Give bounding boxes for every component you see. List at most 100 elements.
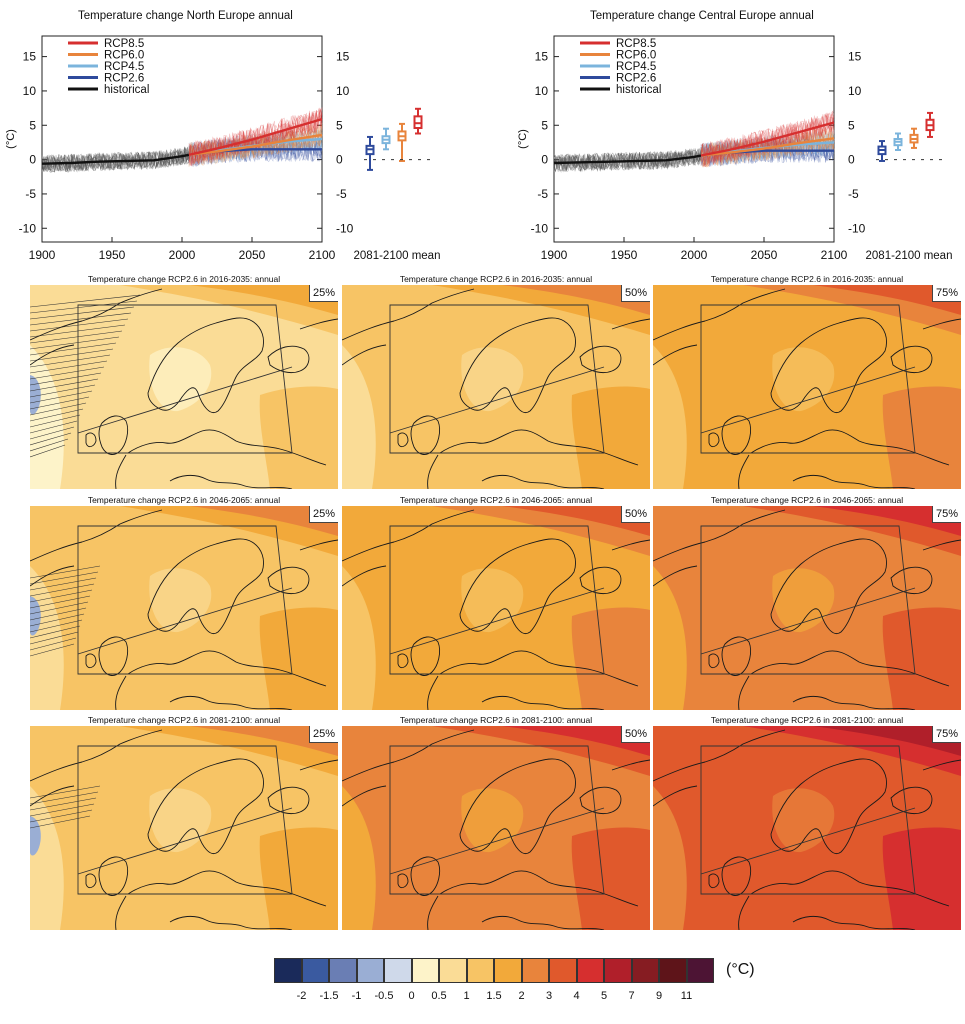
map-light-patch <box>772 788 835 853</box>
region-divider <box>77 807 293 875</box>
region-divider <box>77 366 293 434</box>
map-hatching <box>30 785 101 829</box>
y-tick-label: 5 <box>336 118 343 132</box>
map-warmer-region <box>502 285 650 315</box>
legend-label: RCP2.6 <box>616 73 656 85</box>
map-east-region <box>259 607 338 710</box>
coastline <box>611 539 650 551</box>
legend-label: historical <box>616 84 661 96</box>
temperature-map <box>30 506 338 710</box>
ensemble-member <box>700 138 835 166</box>
map-warmer-region <box>813 726 961 756</box>
coastline <box>792 915 916 930</box>
temperature-map <box>653 285 961 489</box>
map-panel: Temperature change RCP2.6 in 2046-2065: … <box>30 495 338 710</box>
map-hatching <box>30 565 101 657</box>
hatch-line <box>30 613 85 627</box>
coastline <box>410 636 441 676</box>
ensemble-member <box>188 122 323 165</box>
colorbar-cell <box>301 958 329 983</box>
hatch-line <box>30 815 91 829</box>
coastline <box>439 650 639 687</box>
coastline <box>481 474 605 489</box>
ensemble-member <box>188 109 323 167</box>
colorbar-tick-label: 1.5 <box>486 990 502 1002</box>
y-tick-label: 15 <box>23 50 37 64</box>
map-panel: Temperature change RCP2.6 in 2081-2100: … <box>30 715 338 930</box>
hatch-line <box>30 809 93 823</box>
coastline <box>439 870 639 907</box>
coastline <box>115 895 127 930</box>
coastline <box>738 895 750 930</box>
legend-label: RCP8.5 <box>616 38 656 50</box>
percentile-label: 25% <box>308 285 338 302</box>
region-divider <box>389 807 605 875</box>
coastlines <box>30 288 338 489</box>
x-tick-label: 2100 <box>821 248 848 262</box>
colorbar-tick-label: 4 <box>573 990 580 1002</box>
hatch-line <box>30 390 93 404</box>
coastline <box>750 650 950 687</box>
x-tick-label: 1950 <box>611 248 638 262</box>
legend-label: RCP2.6 <box>104 73 144 85</box>
y-tick-label: -5 <box>848 187 859 201</box>
y-tick-label: 5 <box>29 118 36 132</box>
map-title: Temperature change RCP2.6 in 2016-2035: … <box>87 274 281 284</box>
coastline <box>98 856 129 896</box>
colorbar-cell <box>439 958 467 983</box>
ensemble-member <box>700 110 835 165</box>
coastline <box>427 675 439 710</box>
chart-title: Temperature change Central Europe annual <box>590 10 814 22</box>
coastline <box>85 873 97 889</box>
hatch-line <box>30 426 75 440</box>
map-east-region <box>571 386 650 489</box>
series-line-RCP6.0 <box>700 137 835 157</box>
hatch-line <box>30 384 96 398</box>
coastline <box>922 318 961 330</box>
hatch-line <box>30 294 141 308</box>
coastline <box>397 653 409 669</box>
ensemble-member <box>41 146 190 172</box>
hatch-line <box>30 348 114 362</box>
hatch-line <box>30 378 99 392</box>
region-boundary <box>700 525 916 675</box>
map-warmer-region <box>813 285 961 315</box>
coastline <box>30 344 75 366</box>
y-tick-label: -5 <box>336 187 347 201</box>
hatch-line <box>30 414 81 428</box>
coastline <box>750 870 950 907</box>
y-tick-label: -5 <box>537 187 548 201</box>
map-cool-region <box>342 345 376 489</box>
coastline <box>459 317 576 413</box>
coastline <box>147 758 264 854</box>
temperature-map <box>30 726 338 930</box>
colorbar-tick-label: -1.5 <box>319 990 339 1002</box>
x-tick-label: 2050 <box>239 248 266 262</box>
coastline <box>30 729 163 782</box>
hatch-line <box>30 324 126 338</box>
coastline <box>169 474 293 489</box>
colorbar-tick-label: 5 <box>600 990 608 1002</box>
colorbar-tick-label: 9 <box>655 990 663 1002</box>
ensemble-member <box>188 137 323 164</box>
coastlines <box>653 509 961 710</box>
coastline <box>127 870 327 907</box>
colorbar-cell <box>466 958 494 983</box>
y-tick-label: 10 <box>23 84 37 98</box>
ensemble-member <box>188 128 323 163</box>
coastline <box>98 636 129 676</box>
percentile-label: 75% <box>931 726 961 743</box>
ensemble-member <box>700 130 835 167</box>
x-tick-label: 2000 <box>681 248 708 262</box>
coastline <box>738 454 750 489</box>
coastline <box>770 317 887 413</box>
coastline <box>459 538 576 634</box>
coastline <box>653 509 786 562</box>
ensemble-member <box>188 130 323 167</box>
region-boundary <box>77 304 293 454</box>
x-tick-label: 2050 <box>751 248 778 262</box>
ensemble-member <box>188 125 323 168</box>
colorbar-cell <box>576 958 604 983</box>
y-tick-label: 0 <box>848 153 855 167</box>
coastline <box>30 565 75 587</box>
